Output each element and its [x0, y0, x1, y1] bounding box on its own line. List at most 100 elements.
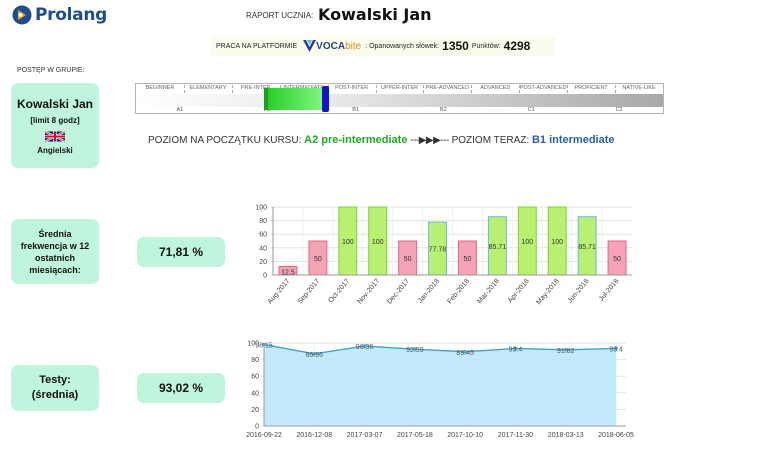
- vocabite-v-icon: [303, 40, 317, 52]
- platform-bar: PRACA NA PLATFORMIE VOCA bite : Opanowany…: [210, 36, 555, 56]
- scale-divider: [519, 85, 521, 93]
- scale-level-pre-advanced: PRE-ADVANCED: [425, 85, 470, 91]
- tests-data-point: [312, 352, 317, 356]
- points-value: 4298: [503, 39, 531, 53]
- bar-value-label: 100: [372, 239, 384, 246]
- point-value-label: 93.4: [509, 346, 523, 353]
- uk-flag-icon: [45, 130, 65, 142]
- current-level-marker: [322, 86, 329, 112]
- attendance-label-card: Średnia frekwencja w 12 ostatnich miesią…: [11, 219, 99, 284]
- y-tick-label: 0: [255, 424, 259, 431]
- bar-value-label: 50: [464, 256, 472, 263]
- x-tick-label: 2016-12-08: [296, 432, 332, 439]
- y-tick-label: 60: [259, 232, 267, 239]
- y-tick-label: 20: [251, 407, 259, 414]
- level-scale-gradient: [136, 94, 663, 107]
- scale-cefr-b2: B2: [440, 107, 447, 113]
- tests-label-line2: (średnia): [31, 389, 79, 401]
- student-card: Kowalski Jan [limit 8 godz] Angielski: [11, 83, 99, 168]
- words-value: 1350: [442, 39, 469, 53]
- level-progress-bar: [264, 88, 322, 110]
- x-tick-label: Nov-2017: [356, 278, 381, 306]
- x-tick-label: Apr-2018: [507, 278, 531, 305]
- scale-divider: [471, 85, 473, 93]
- tests-area-chart: 02040608010098.152016-09-2286.962016-12-…: [246, 341, 634, 440]
- point-value-label: 96.36: [356, 344, 374, 351]
- level-summary: POZIOM NA POCZĄTKU KURSU: A2 pre-interme…: [148, 134, 615, 146]
- x-tick-label: Sep-2017: [297, 278, 322, 306]
- y-tick-label: 60: [251, 374, 259, 381]
- scale-level-native-like: NATIVE-LIKE: [622, 85, 656, 91]
- x-tick-label: Feb-2018: [446, 278, 471, 306]
- bar-value-label: 85.71: [578, 244, 596, 251]
- scale-divider: [183, 85, 185, 93]
- tests-value: 93,02 %: [137, 373, 225, 403]
- point-value-label: 93.4: [609, 346, 623, 353]
- scale-level-advanced: ADVANCED: [480, 85, 511, 91]
- level-scale: BEGINNERELEMENTARYPRE-INTERINTERMEDIATEP…: [135, 83, 664, 114]
- bar-value-label: 50: [404, 256, 412, 263]
- student-language: Angielski: [37, 145, 73, 155]
- y-tick-label: 100: [255, 205, 267, 212]
- x-tick-label: 2017-03-07: [347, 432, 383, 439]
- level-now-label: POZIOM TERAZ:: [451, 135, 530, 146]
- x-tick-label: Jul-2018: [598, 278, 621, 303]
- scale-level-post-inter: POST-INTER: [335, 85, 369, 91]
- tests-series-line: [263, 343, 617, 355]
- student-hours-limit: [limit 8 godz]: [30, 115, 80, 125]
- student-name: Kowalski Jan: [16, 96, 94, 111]
- x-tick-label: Oct-2017: [327, 278, 351, 305]
- scale-divider: [375, 85, 377, 93]
- bar-value-label: 85.71: [489, 244, 507, 251]
- x-tick-label: 2017-05-18: [397, 432, 433, 439]
- scale-level-upper-inter: UPPER-INTER: [380, 85, 419, 91]
- scale-cefr-a2: A2: [264, 107, 272, 113]
- point-value-label: 89.45: [456, 350, 474, 357]
- x-tick-label: Jun-2018: [567, 278, 591, 305]
- x-tick-label: 2017-11-30: [498, 432, 533, 439]
- scale-cefr-a1: A1: [176, 107, 184, 113]
- brand-name: Prolang: [35, 5, 107, 25]
- level-start-marker: [264, 88, 268, 110]
- attendance-label: Średnia frekwencja w 12 ostatnich miesią…: [20, 228, 90, 275]
- y-tick-label: 40: [259, 245, 267, 252]
- x-tick-label: Jan-2018: [417, 278, 441, 305]
- report-label: RAPORT UCZNIA:: [246, 11, 314, 20]
- x-tick-label: 2017-10-10: [447, 432, 483, 439]
- tests-label-card: Testy: (średnia): [11, 365, 99, 411]
- level-start-value: A2 pre-intermediate: [304, 134, 408, 146]
- tests-data-point: [563, 347, 568, 352]
- bar-value-label: 100: [342, 239, 354, 246]
- vocabite-logo-main: VOCA: [316, 40, 346, 52]
- x-tick-label: 2018-03-13: [548, 432, 584, 439]
- tests-data-point: [614, 346, 618, 351]
- y-tick-label: 80: [251, 357, 259, 364]
- bar-value-label: 100: [521, 239, 533, 246]
- attendance-value: 71,81 %: [137, 237, 225, 267]
- x-tick-label: Mar-2018: [476, 278, 501, 306]
- tests-data-point: [362, 344, 367, 348]
- point-value-label: 92.59: [406, 347, 424, 354]
- bar-value-label: 50: [613, 256, 621, 263]
- tests-data-point: [463, 349, 467, 354]
- group-progress-label: POSTĘP W GRUPIE:: [17, 67, 85, 74]
- scale-level-proficient: PROFICIENT: [574, 85, 608, 91]
- point-value-label: 86.96: [306, 352, 324, 359]
- bar-value-label: 12.5: [281, 270, 295, 277]
- level-start-label: POZIOM NA POCZĄTKU KURSU:: [148, 135, 302, 146]
- prolang-logo: Prolang: [12, 5, 107, 25]
- x-tick-label: Aug-2017: [267, 278, 292, 306]
- x-tick-label: Dec-2017: [386, 278, 411, 306]
- level-now-value: B1 intermediate: [531, 134, 615, 146]
- scale-level-elementary: ELEMENTARY: [189, 85, 227, 91]
- scale-divider: [231, 85, 233, 93]
- tests-label-line1: Testy:: [39, 374, 71, 386]
- words-label: : Opanowanych słówek:: [365, 42, 440, 50]
- points-label: Punktów:: [471, 42, 501, 50]
- x-tick-label: 2018-06-05: [598, 432, 634, 439]
- scale-level-post-advanced: POST-ADVANCED: [519, 85, 567, 91]
- report-student-name: Kowalski Jan: [318, 5, 432, 24]
- scale-cefr-c2: C2: [615, 107, 623, 113]
- y-tick-label: 0: [263, 273, 267, 280]
